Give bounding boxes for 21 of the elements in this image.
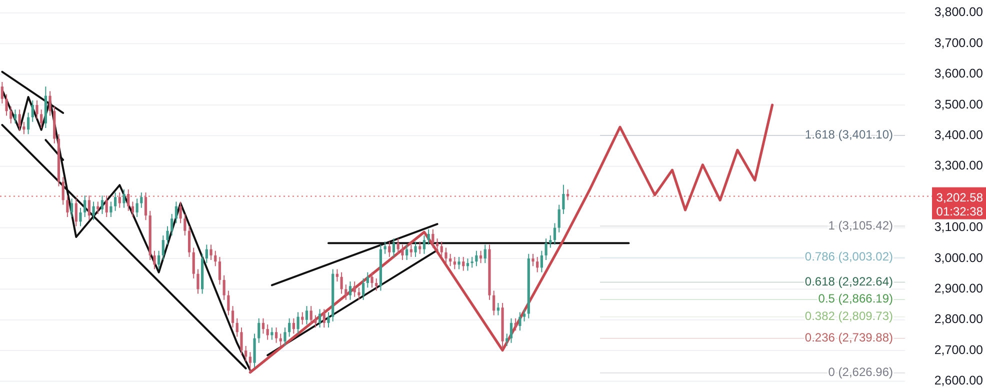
y-tick-label: 3,700.00 (934, 36, 984, 50)
ref-line-label: 0.236 (2,739.88) (804, 330, 893, 344)
y-tick-label: 3,400.00 (934, 128, 984, 142)
ref-line-label: 0.618 (2,922.64) (804, 274, 893, 288)
y-tick-label: 2,900.00 (934, 281, 984, 296)
ref-line-label: 1 (3,105.42) (828, 218, 893, 232)
y-tick-label: 3,500.00 (934, 97, 984, 112)
y-tick-label: 2,600.00 (934, 374, 984, 388)
ref-line-label: 0.5 (2,866.19) (818, 292, 894, 306)
y-tick-label: 3,300.00 (934, 158, 984, 173)
y-tick-label: 2,700.00 (934, 342, 984, 357)
ref-line-label: 3,202.58 01:32:38 (936, 190, 984, 218)
ref-line-label: 1.618 (3,401.10) (804, 128, 893, 142)
y-tick-label: 2,800.00 (934, 312, 984, 326)
ref-line-label: 0.382 (2,809.73) (804, 309, 893, 324)
y-tick-label: 3,600.00 (934, 66, 984, 81)
y-tick-label: 3,000.00 (934, 250, 984, 265)
ref-line-label: 0 (2,626.96) (828, 365, 893, 380)
y-tick-label: 3,100.00 (934, 220, 984, 234)
ref-line-label: 0.786 (3,003.02) (804, 250, 893, 264)
y-tick-label: 3,800.00 (934, 5, 984, 20)
